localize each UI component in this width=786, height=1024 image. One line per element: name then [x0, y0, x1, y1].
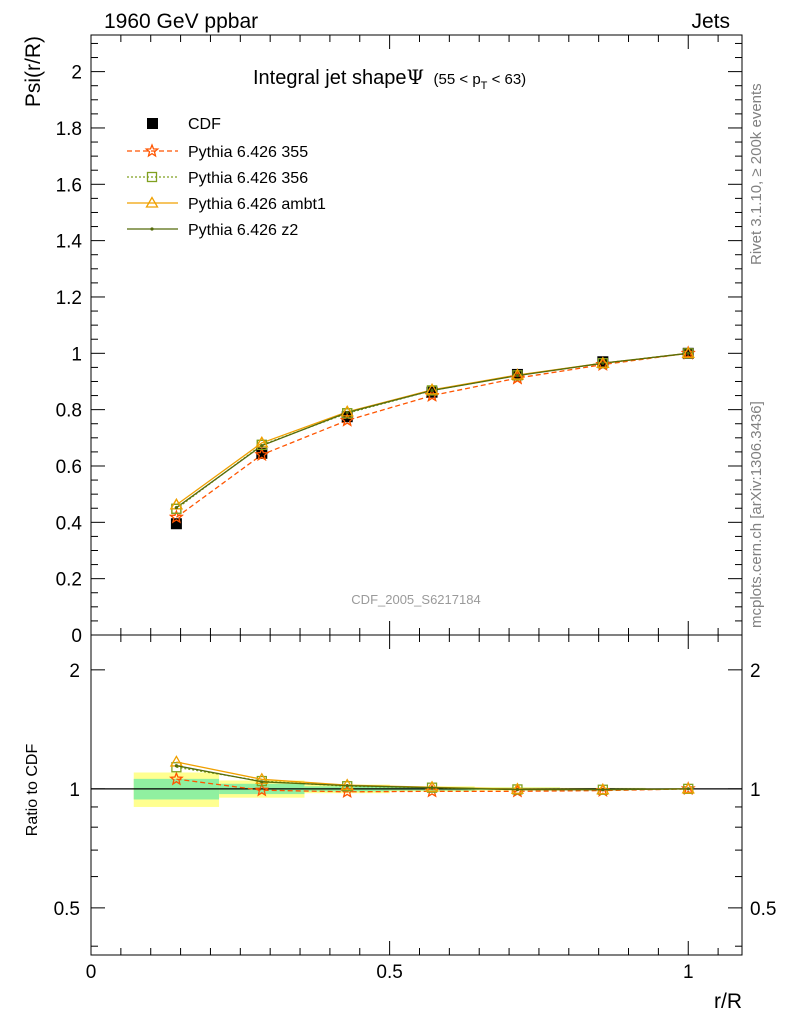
ratio-marker-3 — [260, 780, 264, 784]
title-range-sub: T — [481, 80, 488, 92]
ratio-marker-2 — [681, 782, 695, 794]
ratio-marker-3 — [515, 788, 520, 792]
series-marker-top-2 — [681, 346, 695, 358]
series-marker-top-0 — [169, 509, 184, 524]
x-tick-label: 1 — [683, 962, 694, 983]
title-symbol: Ψ — [406, 65, 424, 89]
series-marker-top-3 — [515, 373, 520, 378]
ratio-marker-3 — [345, 783, 349, 788]
ratio-marker-2 — [510, 782, 525, 794]
legend-label-2: Pythia 6.426 ambt1 — [188, 196, 326, 213]
legend-marker-2 — [145, 196, 159, 208]
series-marker-top-2 — [340, 405, 354, 417]
y-tick-label: 1.2 — [56, 288, 82, 309]
ratio-marker-3 — [601, 788, 605, 792]
data-point — [426, 386, 438, 398]
title-main: Integral jet shape — [253, 67, 406, 89]
series-marker-top-3 — [174, 506, 179, 510]
legend-item-3: Pythia 6.426 z2 — [127, 222, 298, 239]
series-line-3 — [176, 352, 689, 509]
y-tick-label: 1 — [71, 344, 82, 365]
series-marker-top-1 — [426, 385, 438, 396]
legend: CDF Pythia 6.426 355 Pythia 6.426 356 Pyth… — [127, 116, 326, 239]
legend-label-cdf: CDF — [188, 116, 221, 133]
x-axis-label: r/R — [714, 990, 742, 1013]
legend-item-cdf: CDF — [147, 116, 221, 133]
series-marker-top-3 — [260, 444, 264, 448]
x-tick-label: 0 — [86, 962, 97, 983]
y-tick-label: 0.8 — [56, 401, 82, 422]
ratio-tick-label-right: 0.5 — [750, 899, 776, 920]
series-marker-top-2 — [425, 383, 439, 395]
title-range-pre: (55 < p — [434, 71, 481, 88]
ratio-series — [169, 755, 696, 799]
legend-item-1: Pythia 6.426 356 — [127, 170, 308, 187]
header-left: 1960 GeV ppbar — [104, 10, 258, 33]
legend-marker-cdf — [147, 118, 158, 129]
y-tick-label: 1.4 — [56, 232, 83, 253]
ratio-tick-label-right: 1 — [750, 780, 761, 801]
data-point — [256, 447, 268, 459]
axis-tick-labels: 0 0.5 1 0 0.2 0.4 0.6 0.8 1 1.2 1.4 1.6 1.8 2 0.5 0.5 1 1… — [54, 63, 777, 983]
ratio-marker-3 — [174, 764, 179, 768]
series-marker-top-3 — [430, 388, 434, 393]
main-series — [169, 345, 696, 530]
y-tick-label: 1.6 — [56, 175, 82, 196]
chart-title: Integral jet shapeΨ (55 < pT < 63) — [253, 65, 526, 92]
ratio-marker-3 — [686, 787, 690, 791]
y-tick-label: 0.6 — [56, 457, 82, 478]
series-marker-top-0 — [254, 446, 270, 462]
axis-ticks — [90, 35, 742, 955]
mcplots-label: mcplots.cern.ch [arXiv:1306.3436] — [748, 401, 765, 628]
x-tick-label: 0.5 — [376, 962, 402, 983]
series-line-2 — [176, 352, 689, 506]
y-tick-label: 1.8 — [56, 119, 82, 140]
ratio-marker-0 — [254, 782, 270, 797]
y-tick-label: 0 — [71, 626, 82, 647]
title-range-post: < 63) — [487, 71, 526, 88]
legend-label-0: Pythia 6.426 355 — [188, 144, 308, 161]
series-marker-top-2 — [596, 356, 610, 368]
ratio-marker-2 — [340, 778, 354, 790]
ratio-tick-label-left: 0.5 — [54, 899, 80, 920]
data-point — [341, 411, 353, 423]
ratio-marker-3 — [430, 786, 434, 790]
series-marker-top-3 — [345, 410, 349, 415]
ratio-plot-frame — [90, 634, 743, 956]
ratio-tick-label-left: 2 — [69, 661, 80, 682]
data-point — [170, 518, 182, 530]
ratio-marker-0 — [169, 771, 184, 786]
ratio-marker-1 — [171, 762, 182, 773]
legend-label-3: Pythia 6.426 z2 — [188, 222, 298, 239]
header-right: Jets — [691, 10, 730, 33]
rivet-label: Rivet 3.1.10, ≥ 200k events — [748, 83, 765, 265]
y-axis-label: Psi(r/R) — [22, 36, 45, 107]
legend-item-0: Pythia 6.426 355 — [127, 143, 308, 161]
ratio-y-axis-label: Ratio to CDF — [24, 744, 41, 837]
legend-marker-1 — [146, 171, 158, 183]
legend-marker-3 — [150, 227, 154, 231]
ratio-tick-label-right: 2 — [750, 661, 761, 682]
y-tick-label: 2 — [71, 63, 82, 84]
series-marker-top-3 — [686, 351, 690, 355]
legend-marker-0 — [144, 143, 160, 158]
y-tick-label: 0.4 — [56, 513, 83, 534]
y-tick-label: 0.2 — [56, 570, 82, 591]
analysis-label: CDF_2005_S6217184 — [351, 592, 480, 607]
legend-item-2: Pythia 6.426 ambt1 — [127, 196, 326, 213]
ratio-marker-2 — [596, 782, 610, 795]
series-line-0 — [176, 352, 689, 518]
series-marker-top-3 — [601, 361, 605, 365]
ratio-marker-2 — [425, 780, 439, 792]
ratio-tick-label-left: 1 — [69, 780, 80, 801]
series-line-1 — [176, 352, 689, 510]
series-marker-top-2 — [510, 368, 525, 380]
legend-label-1: Pythia 6.426 356 — [188, 170, 308, 187]
